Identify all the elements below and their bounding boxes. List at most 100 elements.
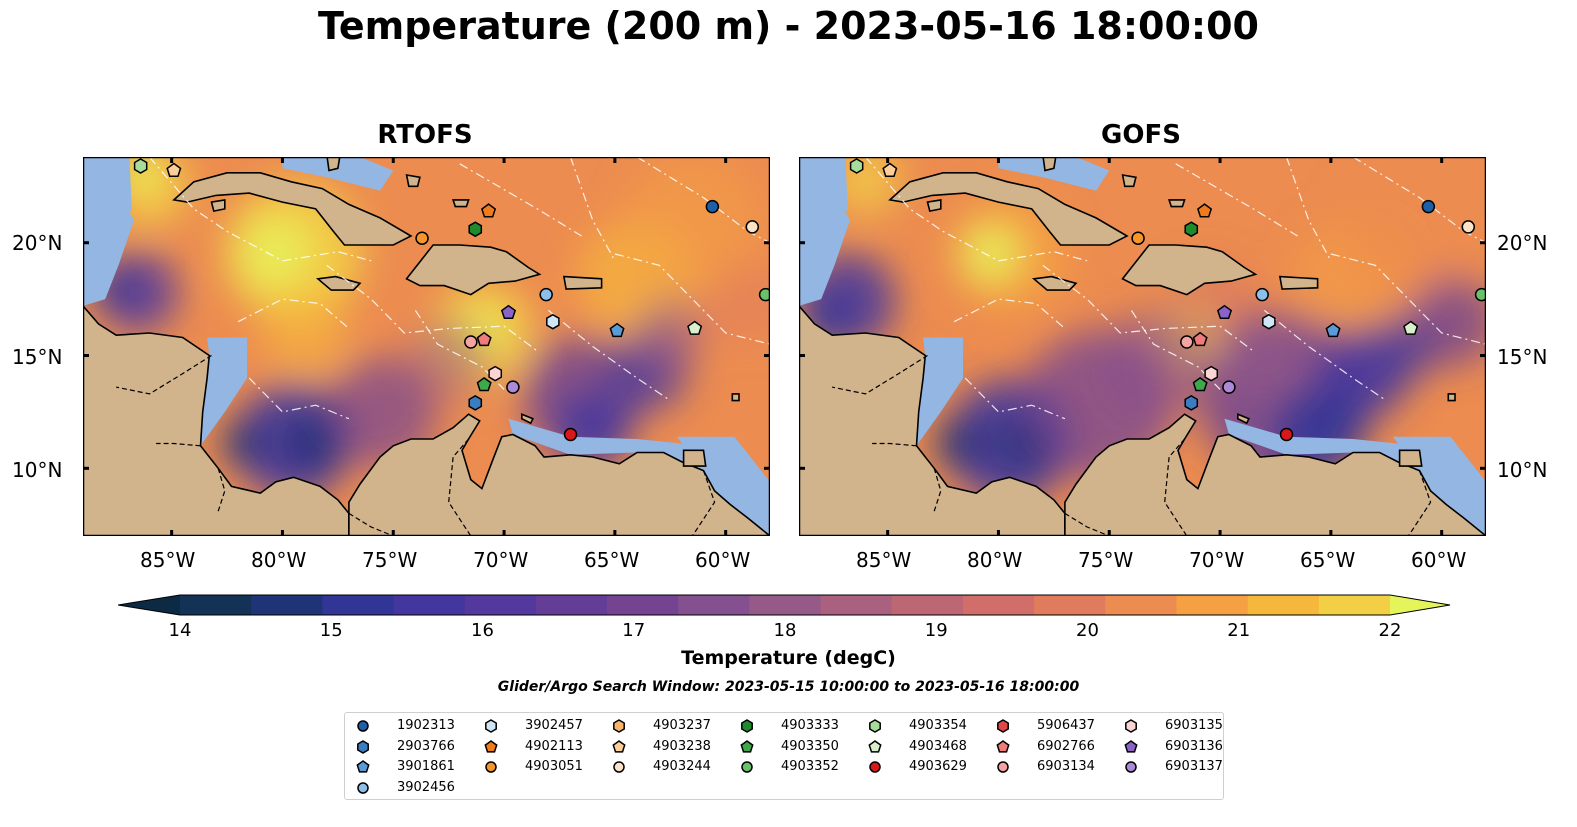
boundary-line <box>636 157 770 244</box>
land-cuba <box>172 172 413 246</box>
lon-label-85w-rtofs: 85°W <box>140 548 196 572</box>
lon-label-80w-gofs: 80°W <box>967 548 1023 572</box>
legend-marker <box>356 760 370 773</box>
boundary-line <box>614 253 770 345</box>
figure-title: Temperature (200 m) - 2023-05-16 18:00:0… <box>317 4 1259 48</box>
legend-label: 6903137 <box>1165 759 1223 774</box>
legend-label: 4903237 <box>653 718 711 733</box>
float-marker-6902766 <box>476 331 492 347</box>
colorbar-tick-label: 18 <box>773 620 797 641</box>
boundary-line <box>1042 264 1254 352</box>
legend-label: 4903238 <box>653 739 711 754</box>
lon-label-65w-rtofs: 65°W <box>584 548 640 572</box>
colorbar-segment <box>535 595 608 615</box>
legend-label: 6903134 <box>1037 759 1095 774</box>
map-frame <box>799 157 1486 536</box>
land-bahamasA <box>326 157 341 172</box>
land-curacao <box>1237 413 1250 425</box>
country-border <box>156 442 201 447</box>
country-border <box>348 512 394 536</box>
lat-label-20n-right: 20°N <box>1497 231 1548 255</box>
hexagon-marker-icon <box>357 740 369 754</box>
hexagon-marker-icon <box>613 719 625 733</box>
land-cubaIsle <box>210 198 226 213</box>
boundary-line <box>237 298 350 329</box>
float-marker-3901861 <box>609 322 625 338</box>
float-marker-3902456 <box>1255 287 1269 302</box>
float-marker-1902313 <box>705 199 720 214</box>
float-marker-4903350 <box>476 376 492 392</box>
boundary-line <box>865 157 1088 262</box>
legend-label: 4903350 <box>781 739 839 754</box>
boundary-line <box>964 377 1066 420</box>
land-trinidad <box>1398 449 1423 467</box>
legend-label: 3901861 <box>397 759 455 774</box>
pentagon-marker-icon <box>996 740 1010 753</box>
float-marker-4903333 <box>468 221 483 238</box>
colorbar-tick-label: 17 <box>622 620 646 641</box>
float-marker-4903468 <box>687 320 703 335</box>
legend-marker <box>357 782 369 794</box>
lon-label-60w-rtofs: 60°W <box>695 548 751 572</box>
colorbar-tick-label: 21 <box>1227 620 1251 641</box>
float-marker-6903135 <box>1204 365 1219 382</box>
legend-marker <box>741 719 753 733</box>
circle-marker-icon <box>869 761 881 773</box>
boundary-line <box>326 264 538 352</box>
lat-label-15n-right: 15°N <box>1497 345 1548 369</box>
legend-marker <box>612 740 626 753</box>
land-hispaniola <box>1121 244 1258 296</box>
boundary-line <box>953 298 1066 329</box>
hexagon-marker-icon <box>1125 719 1137 733</box>
legend-label: 4903244 <box>653 759 711 774</box>
float-marker-6903134 <box>1180 335 1194 349</box>
lon-label-60w-gofs: 60°W <box>1411 548 1467 572</box>
hexagon-marker-icon <box>869 719 881 733</box>
country-border <box>1407 470 1432 536</box>
legend-label: 4903629 <box>909 759 967 774</box>
legend-marker <box>357 740 369 754</box>
boundary-line <box>548 309 671 402</box>
legend-marker <box>997 761 1009 773</box>
legend-marker <box>613 719 625 733</box>
colorbar-tick-label: 14 <box>168 620 192 641</box>
country-border <box>832 354 928 395</box>
legend-label: 6903135 <box>1165 718 1223 733</box>
land-puertoRico <box>562 275 603 290</box>
panel-title-rtofs: RTOFS <box>377 120 473 150</box>
colorbar-segment <box>607 595 679 615</box>
float-marker-4903354 <box>849 158 864 174</box>
legend-marker <box>357 720 369 732</box>
pentagon-marker-icon <box>484 740 498 753</box>
country-border <box>1164 438 1188 536</box>
legend-label: 4903333 <box>781 718 839 733</box>
lon-label-75w-rtofs: 75°W <box>362 548 418 572</box>
land-barbados <box>1447 393 1456 402</box>
pentagon-marker-icon <box>740 740 754 753</box>
lon-label-70w-gofs: 70°W <box>1189 548 1245 572</box>
country-border <box>691 470 716 536</box>
boundary-line <box>248 377 350 420</box>
legend-label: 6903136 <box>1165 739 1223 754</box>
float-marker-4903238 <box>882 162 898 177</box>
pentagon-marker-icon <box>612 740 626 753</box>
legend-label: 4903354 <box>909 718 967 733</box>
colorbar-tick-label: 20 <box>1076 620 1099 641</box>
gofs-map <box>799 157 1486 536</box>
map-frame <box>83 157 770 536</box>
colorbar-segment <box>749 595 822 615</box>
boundary-line <box>1352 157 1486 244</box>
land-jamaica <box>1031 275 1078 291</box>
float-marker-6903135 <box>488 365 503 382</box>
colorbar-tick-label: 19 <box>924 620 948 641</box>
pentagon-marker-icon <box>1124 740 1138 753</box>
colorbar-segment <box>322 595 395 615</box>
float-marker-4903350 <box>1192 376 1208 392</box>
colorbar-extend-low <box>118 595 180 615</box>
boundary-line <box>459 163 582 237</box>
float-marker-4903629 <box>1279 427 1294 442</box>
circle-marker-icon <box>357 782 369 794</box>
lat-label-10n-right: 10°N <box>1497 458 1548 482</box>
boundary-line <box>414 310 505 390</box>
pentagon-marker-icon <box>356 760 370 773</box>
